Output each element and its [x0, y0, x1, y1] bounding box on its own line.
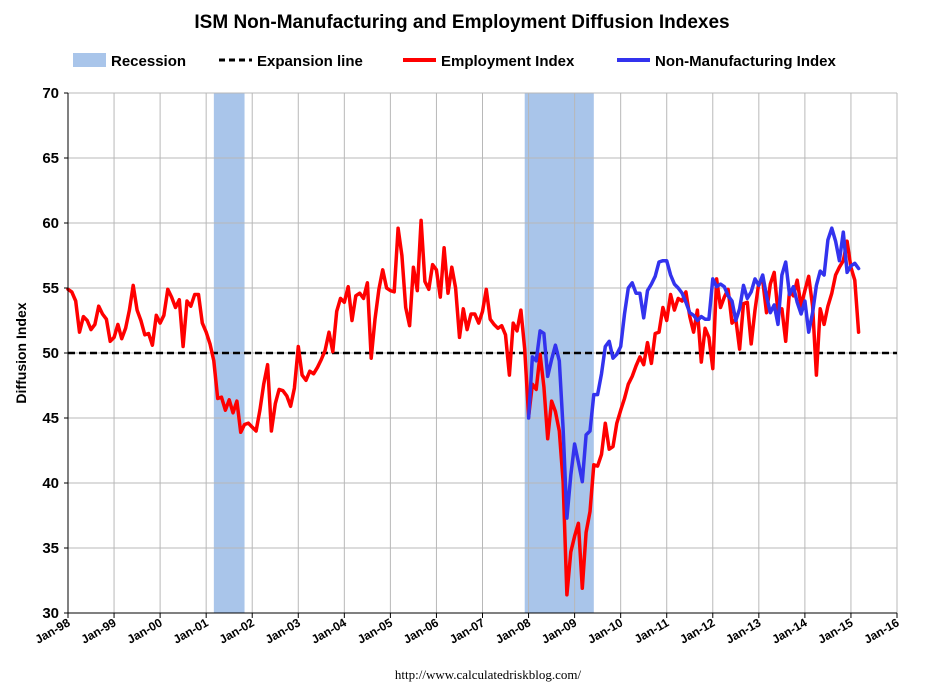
y-axis-label: Diffusion Index — [13, 302, 29, 403]
series-lines — [66, 218, 861, 597]
legend-label-employment-index: Employment Index — [441, 53, 575, 70]
chart-title: ISM Non-Manufacturing and Employment Dif… — [194, 12, 729, 33]
y-tick-label-45: 45 — [42, 410, 59, 427]
legend-label-expansion-line: Expansion line — [257, 53, 363, 70]
axes — [64, 92, 898, 618]
y-tick-label-70: 70 — [42, 85, 59, 102]
non-manufacturing-index-line — [526, 226, 861, 520]
y-tick-label-40: 40 — [42, 475, 59, 492]
y-tick-label-65: 65 — [42, 150, 59, 167]
y-tick-label-50: 50 — [42, 345, 59, 362]
legend-label-recession: Recession — [111, 53, 186, 70]
y-tick-labels: 30 35 40 45 50 55 60 65 70 — [42, 85, 59, 622]
y-tick-label-30: 30 — [42, 605, 59, 622]
y-tick-label-60: 60 — [42, 215, 59, 232]
y-tick-label-55: 55 — [42, 280, 59, 297]
legend-swatch-recession — [73, 53, 106, 67]
source-url: http://www.calculatedriskblog.com/ — [395, 667, 582, 682]
legend: Recession Expansion line Employment Inde… — [73, 53, 836, 70]
y-tick-label-35: 35 — [42, 540, 59, 557]
legend-label-non-manufacturing-index: Non-Manufacturing Index — [655, 53, 836, 70]
